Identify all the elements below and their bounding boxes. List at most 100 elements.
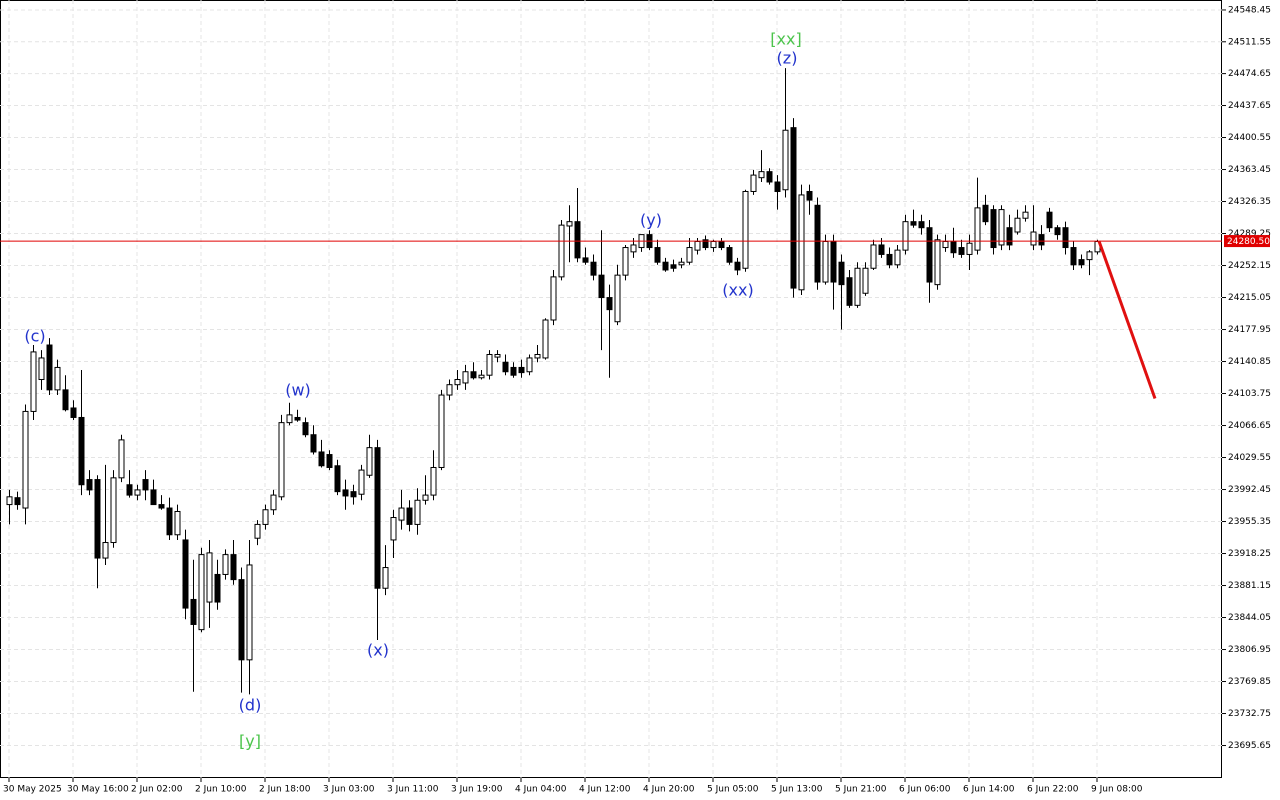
candle-body (694, 241, 701, 251)
candle-body (782, 129, 789, 191)
candles-layer (6, 68, 1101, 695)
y-tick-label: 23769.85 (1228, 677, 1271, 687)
candle-body (166, 507, 173, 536)
candle-body (494, 353, 501, 358)
candle-body (22, 410, 29, 509)
candle-body (214, 573, 221, 603)
x-tick-label: 3 Jun 11:00 (387, 785, 439, 795)
candle-body (958, 247, 965, 255)
candle-body (286, 414, 293, 424)
candle-body (118, 439, 125, 479)
candle-body (534, 353, 541, 359)
candle-body (926, 227, 933, 283)
candle-body (750, 174, 757, 192)
x-tick-label: 2 Jun 18:00 (259, 785, 311, 795)
candle-body (990, 209, 997, 249)
candle-body (134, 489, 141, 496)
candle-body (734, 261, 741, 271)
y-tick-label: 24252.15 (1228, 261, 1271, 271)
candle-body (78, 416, 85, 486)
candle-body (262, 509, 269, 525)
candle-body (30, 351, 37, 412)
candle-body (662, 261, 669, 271)
candle-body (798, 194, 805, 291)
candle-body (846, 277, 853, 306)
candle-body (326, 454, 333, 468)
candle-body (222, 554, 229, 575)
y-tick-label: 24177.95 (1228, 325, 1271, 335)
x-tick-label: 6 Jun 14:00 (963, 785, 1015, 795)
y-tick-label: 23844.05 (1228, 613, 1271, 623)
candle-body (854, 267, 861, 306)
x-tick-label: 4 Jun 04:00 (515, 785, 567, 795)
candle-body (598, 274, 605, 299)
wave-label: (c) (24, 327, 45, 346)
candle-body (550, 276, 557, 321)
y-tick-label: 24215.05 (1228, 293, 1271, 303)
candle-body (542, 319, 549, 359)
candle-body (1022, 211, 1029, 219)
candle-body (886, 253, 893, 266)
wave-label: [y] (239, 732, 261, 751)
candle-body (742, 190, 749, 269)
candle-body (718, 241, 725, 249)
candle-body (502, 361, 509, 373)
candle-body (230, 554, 237, 581)
x-tick-label: 30 May 16:00 (67, 785, 129, 795)
candle-body (566, 221, 573, 227)
candle-body (998, 209, 1005, 246)
y-tick-label: 24029.55 (1228, 453, 1271, 463)
candle-body (902, 221, 909, 251)
candle-body (710, 241, 717, 249)
candle-body (630, 244, 637, 253)
candle-body (470, 371, 477, 379)
candle-body (518, 366, 525, 374)
candle-body (806, 190, 813, 201)
candle-body (582, 257, 589, 263)
candle-body (318, 451, 325, 467)
candle-body (1086, 251, 1093, 261)
y-tick-label: 24437.65 (1228, 101, 1271, 111)
candle-body (126, 484, 133, 496)
x-tick-label: 3 Jun 19:00 (451, 785, 503, 795)
x-tick-label: 30 May 2025 (3, 785, 62, 795)
x-tick-label: 6 Jun 22:00 (1027, 785, 1079, 795)
candle-body (878, 244, 885, 255)
candle-body (1030, 231, 1037, 246)
candle-body (254, 523, 261, 539)
candle-body (934, 239, 941, 286)
candle-body (918, 221, 925, 229)
candle-body (654, 247, 661, 263)
candle-body (974, 207, 981, 251)
candle-body (686, 247, 693, 263)
y-tick-label: 24474.65 (1228, 69, 1271, 79)
candle-body (54, 366, 61, 391)
y-tick-label: 24289.25 (1228, 229, 1271, 239)
candle-body (206, 552, 213, 603)
candle-body (334, 465, 341, 493)
candle-body (950, 241, 957, 254)
candle-body (438, 394, 445, 468)
candle-body (526, 357, 533, 373)
candle-body (558, 224, 565, 278)
candle-body (1070, 247, 1077, 266)
candle-body (46, 344, 53, 391)
candle-body (182, 539, 189, 609)
overlay-layer: 24280.50 (c) (d) [y] (w) (x) (y) (xx) [xx](z) (0, 30, 1270, 751)
candle-body (1054, 227, 1061, 236)
candle-body (726, 247, 733, 263)
y-tick-label: 23955.35 (1228, 517, 1271, 527)
candle-body (342, 489, 349, 497)
x-tick-label: 2 Jun 10:00 (195, 785, 247, 795)
plot-frame (0, 0, 1222, 778)
y-tick-label: 24511.55 (1228, 37, 1271, 47)
candle-body (302, 422, 309, 436)
candle-body (1046, 211, 1053, 229)
candle-body (606, 297, 613, 311)
y-tick-label: 24400.55 (1228, 133, 1271, 143)
candle-body (94, 479, 101, 559)
candle-body (702, 239, 709, 249)
candle-body (670, 264, 677, 269)
